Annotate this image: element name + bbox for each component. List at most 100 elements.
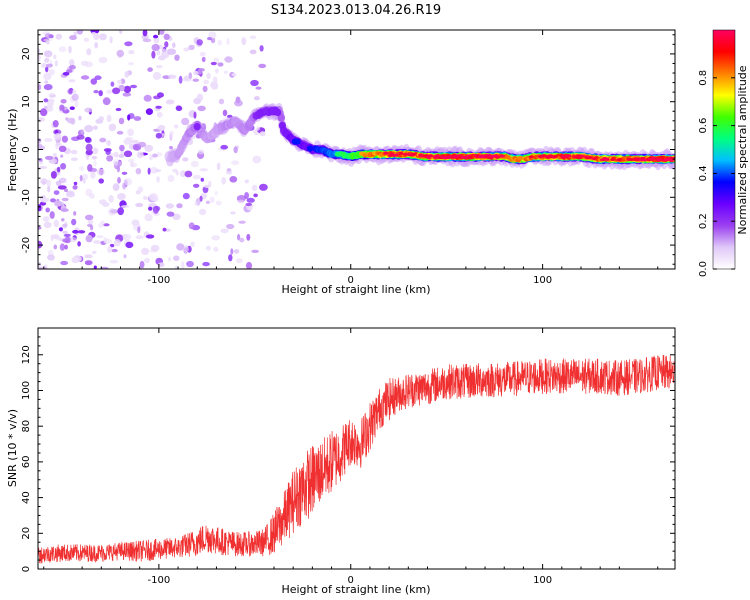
heatmap-noise-blob — [174, 54, 180, 61]
heatmap-ridge-cell — [294, 138, 301, 145]
heatmap-noise-blob — [201, 56, 206, 63]
heatmap-noise-blob — [121, 171, 128, 175]
heatmap-noise-blob — [93, 265, 97, 269]
heatmap-noise-blob — [71, 93, 79, 102]
heatmap-noise-blob — [56, 166, 61, 173]
heatmap-noise-blob — [59, 104, 65, 111]
heatmap-noise-blob — [39, 266, 48, 269]
heatmap-noise-blob — [199, 51, 206, 57]
heatmap-noise-blob — [119, 144, 125, 152]
heatmap-noise-blob — [67, 117, 74, 124]
heatmap-noise-blob — [68, 88, 73, 95]
heatmap-noise-blob — [190, 160, 199, 168]
heatmap-noise-blob — [155, 132, 163, 139]
heatmap-noise-blob — [112, 183, 120, 192]
heatmap-noise-blob — [164, 41, 169, 48]
heatmap-noise-blob — [43, 38, 52, 42]
heatmap-noise-blob — [116, 164, 120, 173]
heatmap-noise-blob — [77, 230, 86, 234]
heatmap-noise-blob — [41, 63, 48, 68]
heatmap-noise-blob — [106, 89, 113, 94]
heatmap-noise-blob — [57, 185, 67, 190]
heatmap-noise-blob — [98, 178, 104, 184]
heatmap-noise-blob — [43, 98, 49, 103]
heatmap-noise-blob — [68, 45, 72, 54]
heatmap-noise-blob — [60, 154, 64, 158]
heatmap-noise-blob — [92, 147, 99, 155]
heatmap-noise-blob — [123, 85, 132, 94]
heatmap-y-tick-label: 10 — [21, 95, 32, 108]
heatmap-noise-blob — [71, 136, 80, 142]
heatmap-noise-blob — [68, 79, 76, 83]
heatmap-noise-blob — [91, 250, 97, 255]
heatmap-noise-blob — [175, 105, 183, 112]
heatmap-noise-blob — [93, 125, 98, 130]
heatmap-noise-blob — [60, 260, 68, 266]
heatmap-noise-blob — [213, 246, 219, 252]
heatmap-ridge-cell — [495, 155, 501, 159]
snr-x-tick-label: -100 — [148, 575, 171, 586]
colorbar-tick-label: 0.2 — [698, 213, 709, 229]
heatmap-noise-blob — [73, 31, 78, 37]
heatmap-ridge-cell — [591, 157, 597, 161]
heatmap-noise-blob — [196, 39, 203, 46]
heatmap-noise-blob — [109, 209, 119, 214]
heatmap-noise-blob — [144, 213, 153, 222]
heatmap-noise-blob — [166, 211, 175, 217]
heatmap-noise-blob — [84, 260, 93, 266]
heatmap-noise-blob — [53, 244, 58, 250]
heatmap-noise-blob — [215, 200, 222, 206]
colorbar-gradient — [712, 29, 736, 270]
heatmap-noise-blob — [127, 114, 131, 121]
heatmap-noise-blob — [200, 177, 204, 182]
heatmap-noise-blob — [135, 168, 142, 175]
heatmap-noise-blob — [43, 50, 53, 58]
heatmap-noise-blob — [72, 89, 77, 94]
heatmap-x-ticks: -100 0 100 — [43, 30, 659, 286]
heatmap-x-tick-label: 0 — [348, 275, 354, 286]
heatmap-noise-blob — [204, 184, 211, 188]
heatmap-noise-blob — [122, 182, 127, 190]
heatmap-noise-blob — [99, 137, 107, 143]
heatmap-noise-blob — [82, 173, 89, 180]
colorbar-tick-label: 0.0 — [698, 261, 709, 277]
heatmap-ridge-cell — [393, 153, 399, 157]
heatmap-noise-blob — [52, 120, 59, 128]
heatmap-noise-blob — [42, 197, 47, 203]
heatmap-noise-blob — [181, 261, 185, 269]
heatmap-noise-blob — [149, 154, 154, 161]
heatmap-noise-blob — [150, 244, 160, 252]
heatmap-ridge-cell — [383, 151, 389, 155]
heatmap-noise-blob — [69, 236, 77, 243]
heatmap-noise-blob — [228, 254, 233, 262]
heatmap-noise-blob — [249, 49, 257, 55]
heatmap-noise-blob — [71, 256, 79, 264]
heatmap-noise-blob — [117, 79, 122, 84]
heatmap-noise-blob — [128, 49, 135, 55]
heatmap-noise-blob — [237, 199, 245, 204]
heatmap-noise-blob — [246, 233, 251, 241]
heatmap-noise-blob — [211, 83, 219, 90]
heatmap-noise-blob — [45, 63, 53, 68]
heatmap-noise-blob — [124, 71, 129, 78]
heatmap-noise-blob — [116, 49, 125, 58]
snr-series-line — [38, 354, 675, 564]
heatmap-noise-blob — [125, 241, 134, 249]
heatmap-noise-blob — [194, 202, 198, 206]
heatmap-noise-blob — [55, 142, 62, 147]
heatmap-noise-blob — [38, 84, 42, 91]
heatmap-noise-blob — [78, 115, 82, 121]
heatmap-noise-blob — [246, 197, 255, 203]
heatmap-noise-blob — [182, 157, 189, 162]
heatmap-noise-blob — [137, 186, 144, 193]
heatmap-noise-blob — [98, 90, 103, 97]
heatmap-noise-blob — [117, 207, 124, 216]
heatmap-noise-blob — [206, 72, 211, 80]
heatmap-noise-blob — [69, 35, 77, 41]
colorbar-tick-label: 0.4 — [698, 165, 709, 181]
snr-y-tick-label: 120 — [21, 345, 32, 364]
heatmap-noise-blob — [214, 190, 218, 196]
snr-panel: -100 0 100 0 20 40 60 80 100 120 Height of strai… — [6, 327, 676, 596]
heatmap-noise-blob — [157, 92, 164, 98]
heatmap-noise-blob — [157, 262, 165, 268]
